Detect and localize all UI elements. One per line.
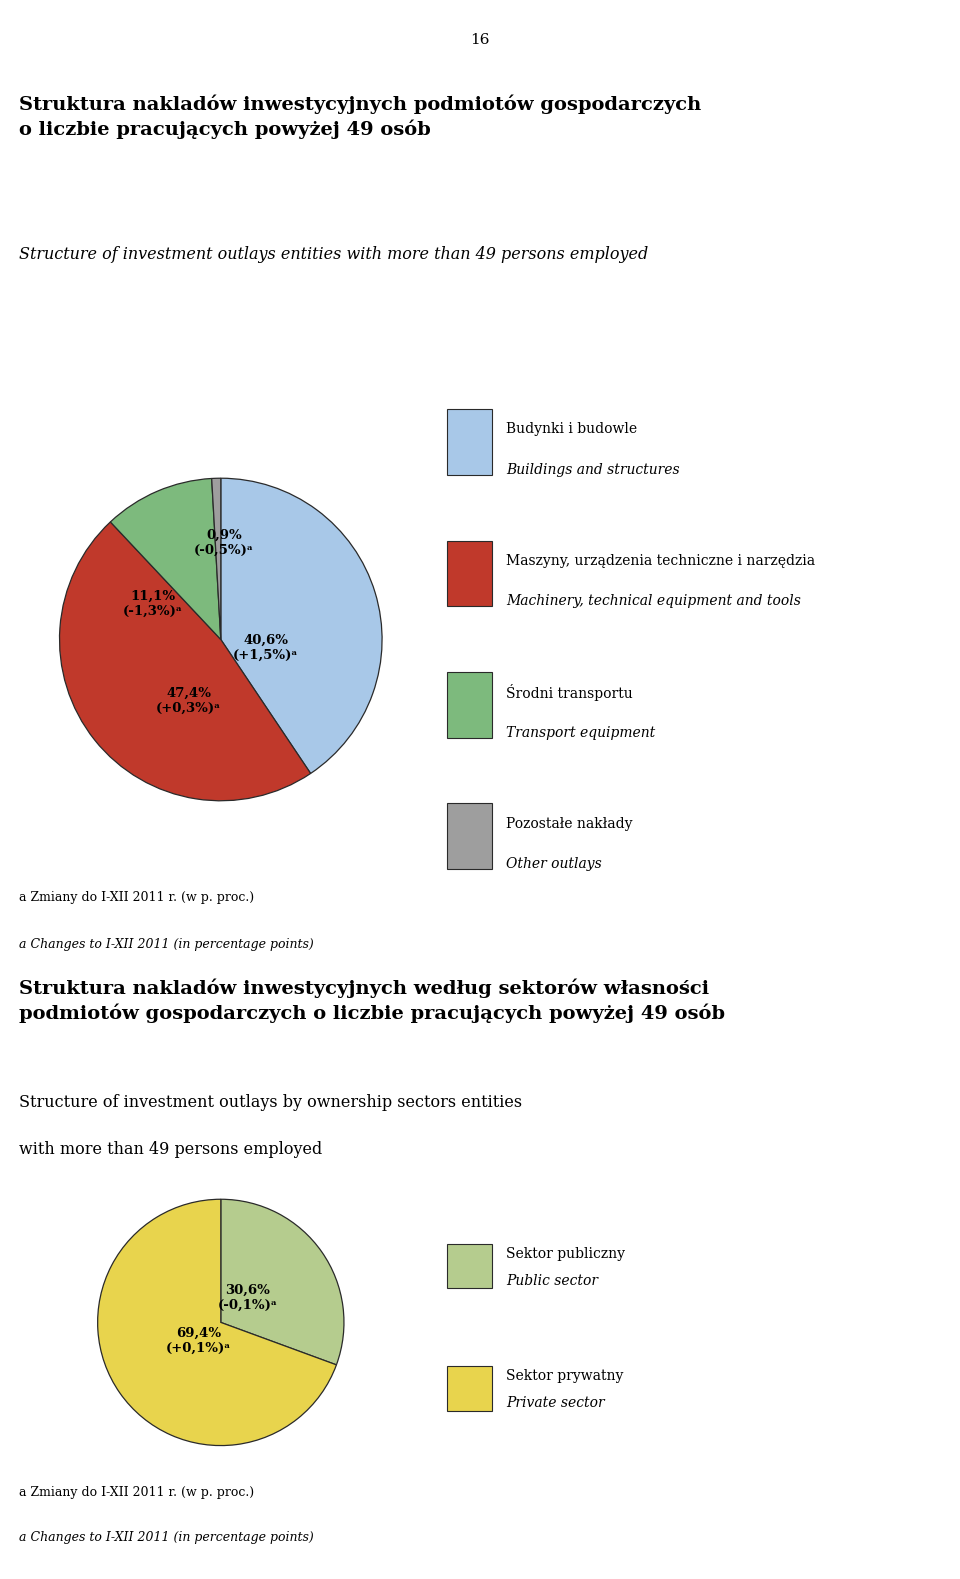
Text: Pozostałe nakłady: Pozostałe nakłady (507, 816, 633, 831)
Text: Public sector: Public sector (507, 1274, 598, 1288)
FancyBboxPatch shape (446, 1366, 492, 1410)
FancyBboxPatch shape (446, 673, 492, 737)
Text: Structure of investment outlays by ownership sectors entities: Structure of investment outlays by owner… (19, 1094, 522, 1112)
Text: 30,6%
(-0,1%)ᵃ: 30,6% (-0,1%)ᵃ (218, 1284, 277, 1312)
Text: a Changes to I-XII 2011 (in percentage points): a Changes to I-XII 2011 (in percentage p… (19, 1532, 314, 1544)
Text: 40,6%
(+1,5%)ᵃ: 40,6% (+1,5%)ᵃ (233, 633, 299, 662)
Text: Private sector: Private sector (507, 1396, 605, 1410)
Text: 69,4%
(+0,1%)ᵃ: 69,4% (+0,1%)ᵃ (166, 1326, 231, 1355)
Text: Sektor publiczny: Sektor publiczny (507, 1247, 626, 1262)
Text: Budynki i budowle: Budynki i budowle (507, 423, 637, 436)
Wedge shape (60, 523, 311, 801)
FancyBboxPatch shape (446, 1244, 492, 1288)
Text: Maszyny, urządzenia techniczne i narzędzia: Maszyny, urządzenia techniczne i narzędz… (507, 554, 816, 568)
Text: a Zmiany do I-XII 2011 r. (w p. proc.): a Zmiany do I-XII 2011 r. (w p. proc.) (19, 891, 254, 903)
Text: a Zmiany do I-XII 2011 r. (w p. proc.): a Zmiany do I-XII 2011 r. (w p. proc.) (19, 1486, 254, 1498)
Text: Buildings and structures: Buildings and structures (507, 463, 680, 477)
Text: Sektor prywatny: Sektor prywatny (507, 1369, 624, 1383)
Wedge shape (221, 1200, 344, 1364)
FancyBboxPatch shape (446, 804, 492, 868)
Text: Struktura nakladów inwestycyjnych według sektorów własności
podmiotów gospodarcz: Struktura nakladów inwestycyjnych według… (19, 979, 725, 1023)
Text: 47,4%
(+0,3%)ᵃ: 47,4% (+0,3%)ᵃ (156, 687, 221, 715)
Wedge shape (221, 478, 382, 774)
Text: Structure of investment outlays entities with more than 49 persons employed: Structure of investment outlays entities… (19, 246, 648, 264)
Text: Transport equipment: Transport equipment (507, 726, 656, 739)
FancyBboxPatch shape (446, 540, 492, 606)
Wedge shape (110, 478, 221, 639)
Text: with more than 49 persons employed: with more than 49 persons employed (19, 1142, 323, 1157)
Text: Machinery, technical equipment and tools: Machinery, technical equipment and tools (507, 594, 802, 608)
Text: a Changes to I-XII 2011 (in percentage points): a Changes to I-XII 2011 (in percentage p… (19, 938, 314, 951)
Text: Środni transportu: Środni transportu (507, 684, 634, 701)
Wedge shape (212, 478, 221, 639)
Text: Other outlays: Other outlays (507, 857, 602, 872)
Text: 11,1%
(-1,3%)ᵃ: 11,1% (-1,3%)ᵃ (123, 591, 183, 619)
FancyBboxPatch shape (446, 409, 492, 475)
Text: 16: 16 (470, 33, 490, 47)
Wedge shape (98, 1200, 336, 1445)
Text: Struktura nakladów inwestycyjnych podmiotów gospodarczych
o liczbie pracujących : Struktura nakladów inwestycyjnych podmio… (19, 95, 702, 139)
Text: 0,9%
(-0,5%)ᵃ: 0,9% (-0,5%)ᵃ (194, 529, 254, 557)
